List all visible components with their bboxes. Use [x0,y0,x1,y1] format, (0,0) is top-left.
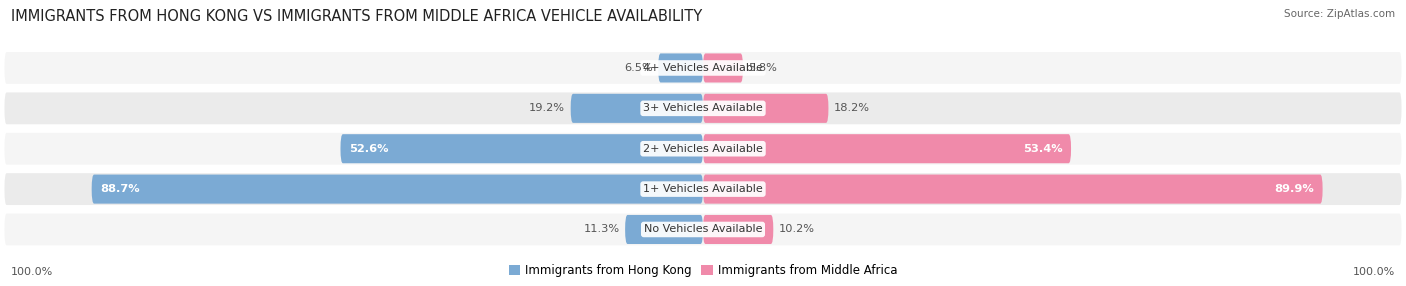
FancyBboxPatch shape [3,51,1403,85]
Text: 3+ Vehicles Available: 3+ Vehicles Available [643,103,763,113]
Text: 100.0%: 100.0% [11,267,53,277]
Text: 5.8%: 5.8% [748,63,778,73]
FancyBboxPatch shape [571,94,703,123]
FancyBboxPatch shape [3,92,1403,125]
Text: 2+ Vehicles Available: 2+ Vehicles Available [643,144,763,154]
FancyBboxPatch shape [703,134,1071,163]
Text: 1+ Vehicles Available: 1+ Vehicles Available [643,184,763,194]
Text: 10.2%: 10.2% [779,225,815,235]
Text: 89.9%: 89.9% [1275,184,1315,194]
FancyBboxPatch shape [3,212,1403,247]
Text: 19.2%: 19.2% [529,103,565,113]
FancyBboxPatch shape [340,134,703,163]
FancyBboxPatch shape [703,53,742,82]
FancyBboxPatch shape [658,53,703,82]
Text: 100.0%: 100.0% [1353,267,1395,277]
Text: 18.2%: 18.2% [834,103,870,113]
Text: 52.6%: 52.6% [349,144,388,154]
Legend: Immigrants from Hong Kong, Immigrants from Middle Africa: Immigrants from Hong Kong, Immigrants fr… [509,264,897,277]
FancyBboxPatch shape [703,174,1323,204]
Text: 53.4%: 53.4% [1024,144,1063,154]
Text: 11.3%: 11.3% [583,225,620,235]
FancyBboxPatch shape [626,215,703,244]
Text: 4+ Vehicles Available: 4+ Vehicles Available [643,63,763,73]
FancyBboxPatch shape [703,94,828,123]
Text: 88.7%: 88.7% [100,184,139,194]
FancyBboxPatch shape [703,215,773,244]
Text: IMMIGRANTS FROM HONG KONG VS IMMIGRANTS FROM MIDDLE AFRICA VEHICLE AVAILABILITY: IMMIGRANTS FROM HONG KONG VS IMMIGRANTS … [11,9,703,23]
Text: 6.5%: 6.5% [624,63,652,73]
Text: Source: ZipAtlas.com: Source: ZipAtlas.com [1284,9,1395,19]
FancyBboxPatch shape [91,174,703,204]
FancyBboxPatch shape [3,172,1403,206]
FancyBboxPatch shape [3,132,1403,166]
Text: No Vehicles Available: No Vehicles Available [644,225,762,235]
